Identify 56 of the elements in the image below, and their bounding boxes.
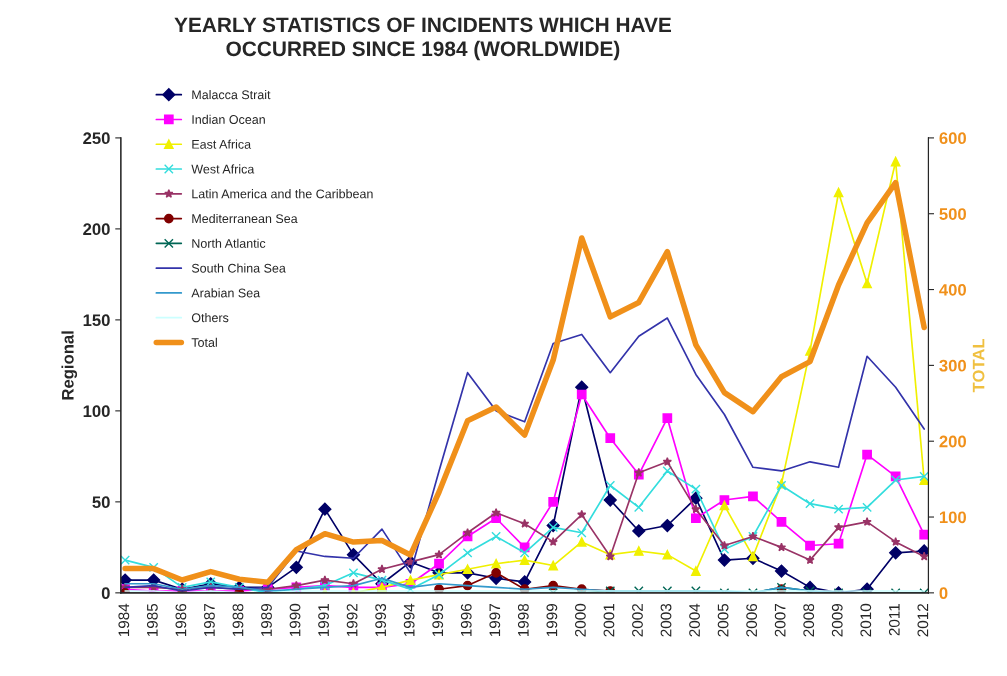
legend-label: Arabian Sea (191, 288, 261, 298)
legend-label: Indian Ocean (192, 114, 265, 124)
x-tick-label: 2009 (831, 603, 843, 637)
y-tick-label: 250 (83, 132, 110, 145)
x-tick-label: 1987 (204, 604, 215, 637)
x-tick-label: 2000 (575, 603, 586, 637)
chart-title: YEARLY STATISTICS OF INCIDENTS WHICH HAVE OCCURRED SINCE 1984 (WORLDWIDE) (174, 17, 672, 61)
x-tick-label: 2010 (860, 603, 872, 637)
y2-tick-label: 200 (939, 435, 966, 448)
x-tick-label: 1997 (489, 604, 501, 637)
y2-tick-label: 500 (939, 208, 966, 220)
x-tick-label: 2011 (888, 604, 900, 636)
x-tick-label: 2005 (717, 603, 729, 637)
x-tick-label: 1990 (289, 603, 301, 637)
x-tick-label: 2002 (632, 604, 643, 637)
y-tick-label: 50 (92, 496, 110, 509)
x-tick-label: 2007 (774, 604, 786, 637)
y-tick-label: 0 (101, 587, 110, 600)
x-tick-label: 2001 (603, 604, 615, 637)
x-tick-label: 1986 (175, 603, 187, 637)
y-tick-label: 150 (83, 314, 110, 327)
y2-tick-label: 400 (939, 283, 966, 296)
legend-label: North Atlantic (192, 238, 266, 248)
legend-label: West Africa (191, 164, 255, 174)
x-tick-label: 1989 (261, 603, 272, 637)
x-tick-label: 1991 (318, 604, 329, 637)
x-tick-label: 1994 (403, 603, 415, 637)
legend-label: Others (191, 313, 229, 323)
legend-label: Mediterranean Sea (192, 213, 298, 224)
legend-label: South China Sea (191, 263, 286, 273)
x-tick-label: 1995 (432, 603, 444, 637)
legend-label: East Africa (192, 139, 252, 149)
y2-tick-label: 100 (939, 511, 966, 524)
y-axis-title: Regional (61, 331, 78, 400)
y2-tick-label: 0 (939, 587, 948, 600)
y2-axis-title: TOTAL (972, 338, 985, 393)
x-tick-label: 1998 (517, 603, 529, 637)
y-tick-label: 100 (83, 405, 110, 418)
y-tick-label: 200 (83, 223, 110, 236)
x-tick-label: 2003 (660, 603, 672, 637)
x-tick-label: 1996 (460, 603, 472, 637)
x-tick-label: 1988 (232, 603, 244, 637)
x-tick-label: 2006 (746, 603, 758, 637)
legend-label: Latin America and the Caribbean (192, 189, 373, 199)
legend-label: Total (191, 337, 217, 347)
x-tick-label: 1985 (146, 603, 158, 637)
y2-tick-label: 600 (939, 132, 966, 145)
x-tick-label: 2004 (689, 603, 700, 637)
x-tick-label: 1999 (546, 603, 558, 637)
x-tick-label: 1992 (346, 604, 358, 637)
x-tick-label: 1984 (118, 603, 130, 637)
x-tick-label: 2012 (917, 604, 929, 637)
legend-label: Malacca Strait (192, 90, 271, 100)
y2-tick-label: 300 (939, 359, 966, 372)
x-tick-label: 1993 (375, 603, 387, 637)
x-tick-label: 2008 (803, 603, 815, 637)
